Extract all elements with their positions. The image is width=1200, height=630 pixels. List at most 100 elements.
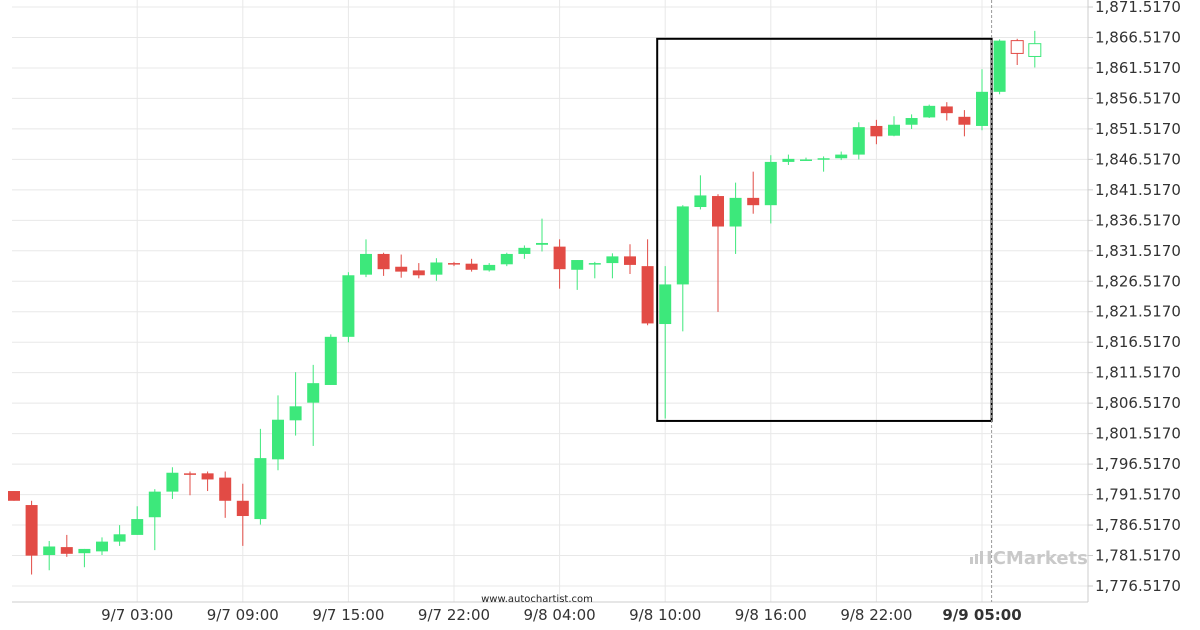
axes: 1,871.5170 1,866.5170 1,861.5170 1,856.5170…	[12, 0, 1181, 624]
candle-body	[219, 477, 232, 501]
candle	[606, 253, 619, 279]
candle	[518, 245, 531, 259]
candle-body	[448, 263, 460, 265]
x-tick-label: 9/8 22:00	[840, 606, 912, 624]
candle-body	[395, 266, 408, 272]
candle	[976, 69, 988, 131]
candle	[131, 506, 144, 535]
candle	[536, 218, 548, 252]
candle	[940, 102, 953, 121]
candle	[201, 471, 214, 492]
candle-body	[553, 246, 566, 270]
candle-body	[43, 546, 56, 556]
y-tick-label: 1,831.5170	[1095, 242, 1181, 260]
candle	[465, 258, 478, 272]
candle-body	[870, 125, 883, 137]
candle-body	[412, 270, 425, 276]
candle-body	[958, 116, 971, 125]
candle-body	[712, 196, 724, 227]
candle	[184, 471, 196, 496]
brand-text: ICMarkets	[986, 548, 1088, 569]
candle	[307, 364, 320, 446]
candle-body	[976, 91, 988, 126]
candle	[571, 260, 584, 290]
candle-body	[571, 260, 584, 270]
y-tick-label: 1,836.5170	[1095, 211, 1181, 229]
candle-body	[905, 118, 918, 125]
candle-body	[694, 195, 707, 208]
y-tick-label: 1,821.5170	[1095, 303, 1181, 321]
candle-body	[1010, 40, 1024, 54]
candle	[694, 175, 707, 210]
y-tick-label: 1,851.5170	[1095, 120, 1181, 138]
candle	[905, 114, 918, 129]
y-tick-label: 1,791.5170	[1095, 486, 1181, 504]
candle-body	[518, 247, 531, 254]
candle	[342, 272, 355, 343]
candle	[166, 467, 179, 499]
candle-body	[641, 266, 654, 324]
y-tick-label: 1,861.5170	[1095, 59, 1181, 77]
y-tick-label: 1,786.5170	[1095, 516, 1181, 534]
candle-body	[606, 256, 619, 264]
y-tick-label: 1,856.5170	[1095, 89, 1181, 107]
y-tick-label: 1,866.5170	[1095, 28, 1181, 46]
candle-body	[78, 548, 91, 554]
candle-body	[764, 161, 777, 206]
candle	[96, 537, 108, 556]
candle	[289, 372, 302, 436]
y-tick-label: 1,826.5170	[1095, 272, 1181, 290]
watermark-text: www.autochartist.com	[481, 594, 593, 605]
y-tick-label: 1,796.5170	[1095, 455, 1181, 473]
brand-logo: ICMarkets	[970, 548, 1088, 569]
candle-body	[800, 159, 812, 161]
candle-body	[1028, 43, 1042, 57]
candle	[1028, 30, 1042, 68]
candle	[993, 39, 1006, 95]
candle-body	[676, 206, 689, 285]
candles-layer	[8, 30, 1042, 575]
y-tick-label: 1,801.5170	[1095, 425, 1181, 443]
candle	[8, 491, 20, 501]
candle-body	[747, 197, 760, 206]
candle	[60, 534, 73, 557]
candle	[764, 155, 777, 224]
candle	[113, 525, 126, 546]
candle	[324, 334, 337, 385]
y-tick-label: 1,871.5170	[1095, 0, 1181, 16]
candle	[254, 428, 267, 525]
candle	[888, 116, 900, 137]
candle-body	[888, 124, 900, 136]
candle-body	[201, 473, 214, 480]
candle-body	[852, 127, 865, 155]
candle	[148, 489, 161, 551]
candle	[817, 156, 830, 172]
candle	[430, 258, 443, 281]
candle	[782, 154, 795, 165]
x-tick-label: 9/7 09:00	[207, 606, 279, 624]
candle	[641, 239, 654, 326]
candle-body	[113, 534, 126, 542]
candle-body	[184, 473, 196, 475]
candle-body	[993, 40, 1006, 92]
candle-body	[624, 256, 636, 265]
y-tick-label: 1,846.5170	[1095, 150, 1181, 168]
candle	[729, 182, 742, 254]
candle	[395, 254, 408, 278]
candle-body	[817, 158, 830, 160]
x-tick-label: 9/8 10:00	[629, 606, 701, 624]
y-tick-label: 1,816.5170	[1095, 333, 1181, 351]
x-tick-label: 9/7 15:00	[312, 606, 384, 624]
candle-body	[289, 406, 302, 421]
candle	[624, 244, 636, 275]
candle-body	[782, 158, 795, 162]
pattern-highlight-box	[656, 37, 993, 422]
x-tick-label: 9/7 03:00	[101, 606, 173, 624]
candle	[43, 541, 56, 571]
candle	[835, 151, 848, 161]
candle-body	[25, 505, 38, 556]
candle	[747, 171, 760, 214]
candle-body	[324, 336, 337, 385]
candle	[852, 122, 865, 160]
